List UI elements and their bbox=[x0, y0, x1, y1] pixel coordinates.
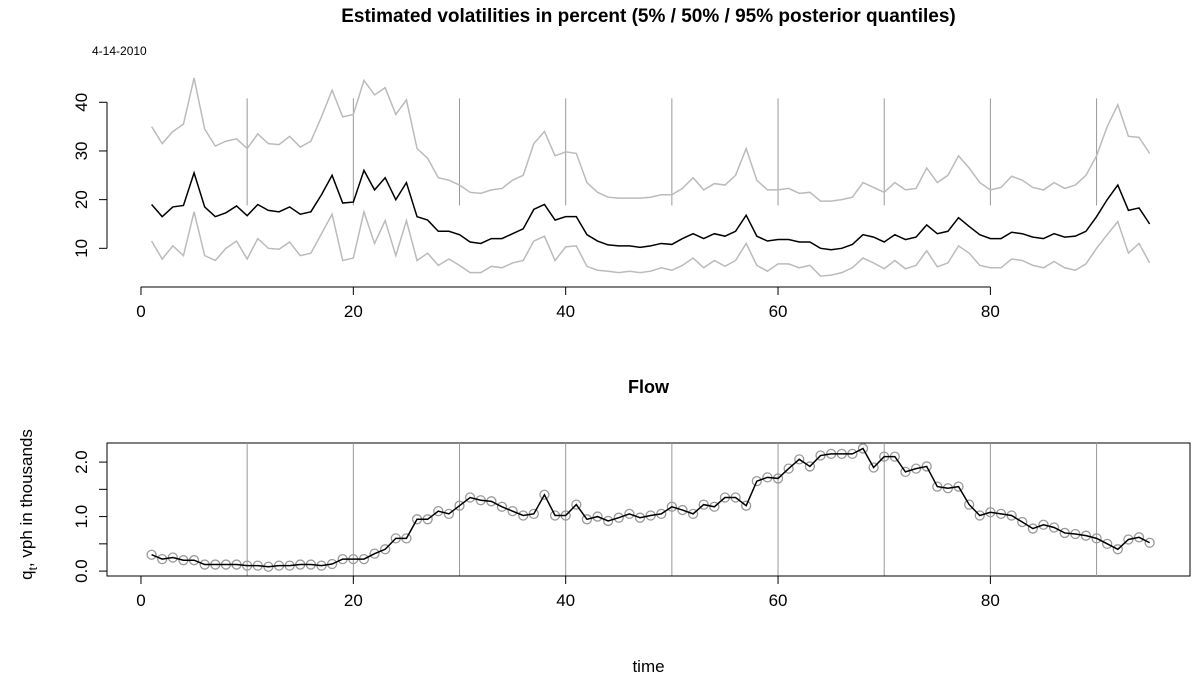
marker bbox=[900, 466, 911, 478]
marker bbox=[741, 500, 752, 511]
annotation: 4-14-2010 bbox=[92, 44, 147, 58]
y-tick-label: 1.0 bbox=[72, 505, 91, 529]
y-tick-label: 0.0 bbox=[72, 559, 91, 583]
marker bbox=[443, 508, 455, 520]
marker bbox=[751, 476, 762, 487]
marker bbox=[1102, 538, 1113, 549]
marker bbox=[369, 548, 380, 559]
marker bbox=[868, 462, 879, 473]
plot-box bbox=[106, 442, 1191, 577]
y-axis-label: qt, vph in thousands bbox=[17, 429, 40, 580]
marker bbox=[783, 463, 794, 474]
y-axis-label-part: q bbox=[17, 570, 36, 579]
marker bbox=[910, 463, 922, 474]
marker bbox=[581, 514, 593, 525]
marker bbox=[1091, 533, 1102, 544]
marker bbox=[1123, 534, 1134, 545]
chart-title: Flow bbox=[628, 377, 670, 397]
marker bbox=[571, 499, 582, 510]
y-axis-label-sub: t bbox=[26, 566, 40, 570]
marker bbox=[804, 461, 816, 472]
marker bbox=[146, 549, 157, 560]
x-tick-label: 80 bbox=[981, 591, 1000, 610]
marker bbox=[634, 512, 646, 523]
x-tick-label: 20 bbox=[344, 302, 363, 321]
marker bbox=[1027, 523, 1039, 534]
marker bbox=[921, 461, 932, 472]
marker bbox=[592, 511, 603, 522]
marker bbox=[677, 504, 688, 516]
marker bbox=[857, 443, 869, 454]
marker bbox=[974, 510, 985, 521]
y-tick-label: 30 bbox=[72, 141, 91, 160]
marker bbox=[464, 492, 476, 503]
series-line bbox=[151, 447, 1150, 568]
marker bbox=[507, 505, 518, 517]
marker bbox=[666, 501, 678, 512]
marker bbox=[1133, 532, 1145, 543]
x-tick-label: 20 bbox=[344, 591, 363, 610]
x-tick-label: 0 bbox=[136, 591, 145, 610]
marker bbox=[539, 489, 550, 500]
x-tick-label: 80 bbox=[981, 302, 1000, 321]
marker bbox=[964, 499, 975, 510]
x-tick-label: 40 bbox=[556, 302, 575, 321]
series-line bbox=[150, 77, 1151, 202]
marker bbox=[709, 501, 720, 512]
marker bbox=[603, 515, 614, 527]
x-tick-label: 60 bbox=[769, 302, 788, 321]
marker bbox=[698, 499, 709, 510]
marker bbox=[1048, 522, 1060, 533]
marker bbox=[624, 508, 635, 520]
marker bbox=[454, 500, 465, 511]
x-tick-label: 40 bbox=[556, 591, 575, 610]
marker bbox=[687, 508, 699, 520]
marker bbox=[433, 505, 444, 517]
marker bbox=[496, 501, 508, 512]
series-line bbox=[151, 168, 1151, 251]
marker bbox=[794, 454, 805, 465]
x-axis-label: time bbox=[632, 657, 664, 676]
marker bbox=[380, 544, 391, 555]
marker bbox=[1144, 537, 1155, 548]
chart-title: Estimated volatilities in percent (5% / … bbox=[341, 6, 956, 27]
y-tick-label: 10 bbox=[72, 239, 91, 258]
marker bbox=[613, 512, 624, 523]
marker bbox=[1038, 519, 1049, 530]
y-axis-label-part: , vph in thousands bbox=[17, 429, 36, 567]
marker bbox=[1112, 544, 1123, 555]
marker bbox=[1017, 516, 1028, 528]
x-tick-label: 0 bbox=[136, 302, 145, 321]
y-tick-label: 2.0 bbox=[72, 450, 91, 474]
y-tick-label: 40 bbox=[72, 93, 91, 112]
x-tick-label: 60 bbox=[769, 591, 788, 610]
y-tick-label: 20 bbox=[72, 190, 91, 209]
series-line bbox=[150, 209, 1151, 277]
